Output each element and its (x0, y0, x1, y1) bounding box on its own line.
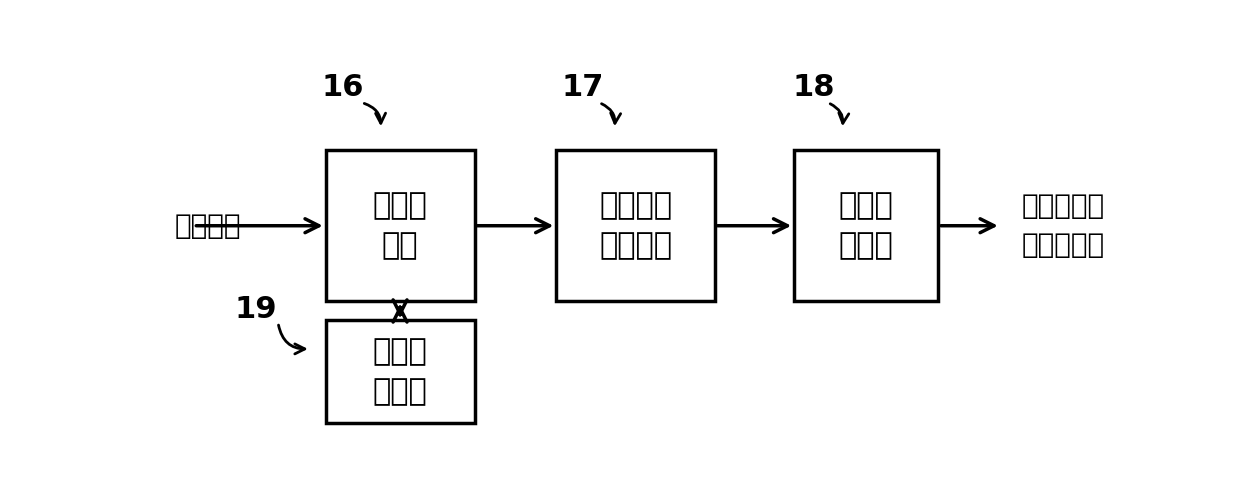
Text: 电流电压
转换电路: 电流电压 转换电路 (599, 191, 672, 260)
Text: 光电转
换器: 光电转 换器 (373, 191, 428, 260)
Bar (326, 150, 475, 302)
Bar (557, 150, 714, 302)
Text: 16: 16 (321, 73, 363, 102)
Text: 电压放
大电路: 电压放 大电路 (838, 191, 894, 260)
Text: 激光输出功
率检测信号: 激光输出功 率检测信号 (1022, 192, 1105, 259)
Text: 激光信号: 激光信号 (175, 212, 241, 240)
Bar (326, 320, 475, 423)
Bar (794, 150, 939, 302)
Text: 19: 19 (234, 295, 278, 324)
Text: 18: 18 (792, 73, 835, 102)
Text: 17: 17 (562, 73, 604, 102)
Text: 恒温控
制电路: 恒温控 制电路 (373, 337, 428, 406)
